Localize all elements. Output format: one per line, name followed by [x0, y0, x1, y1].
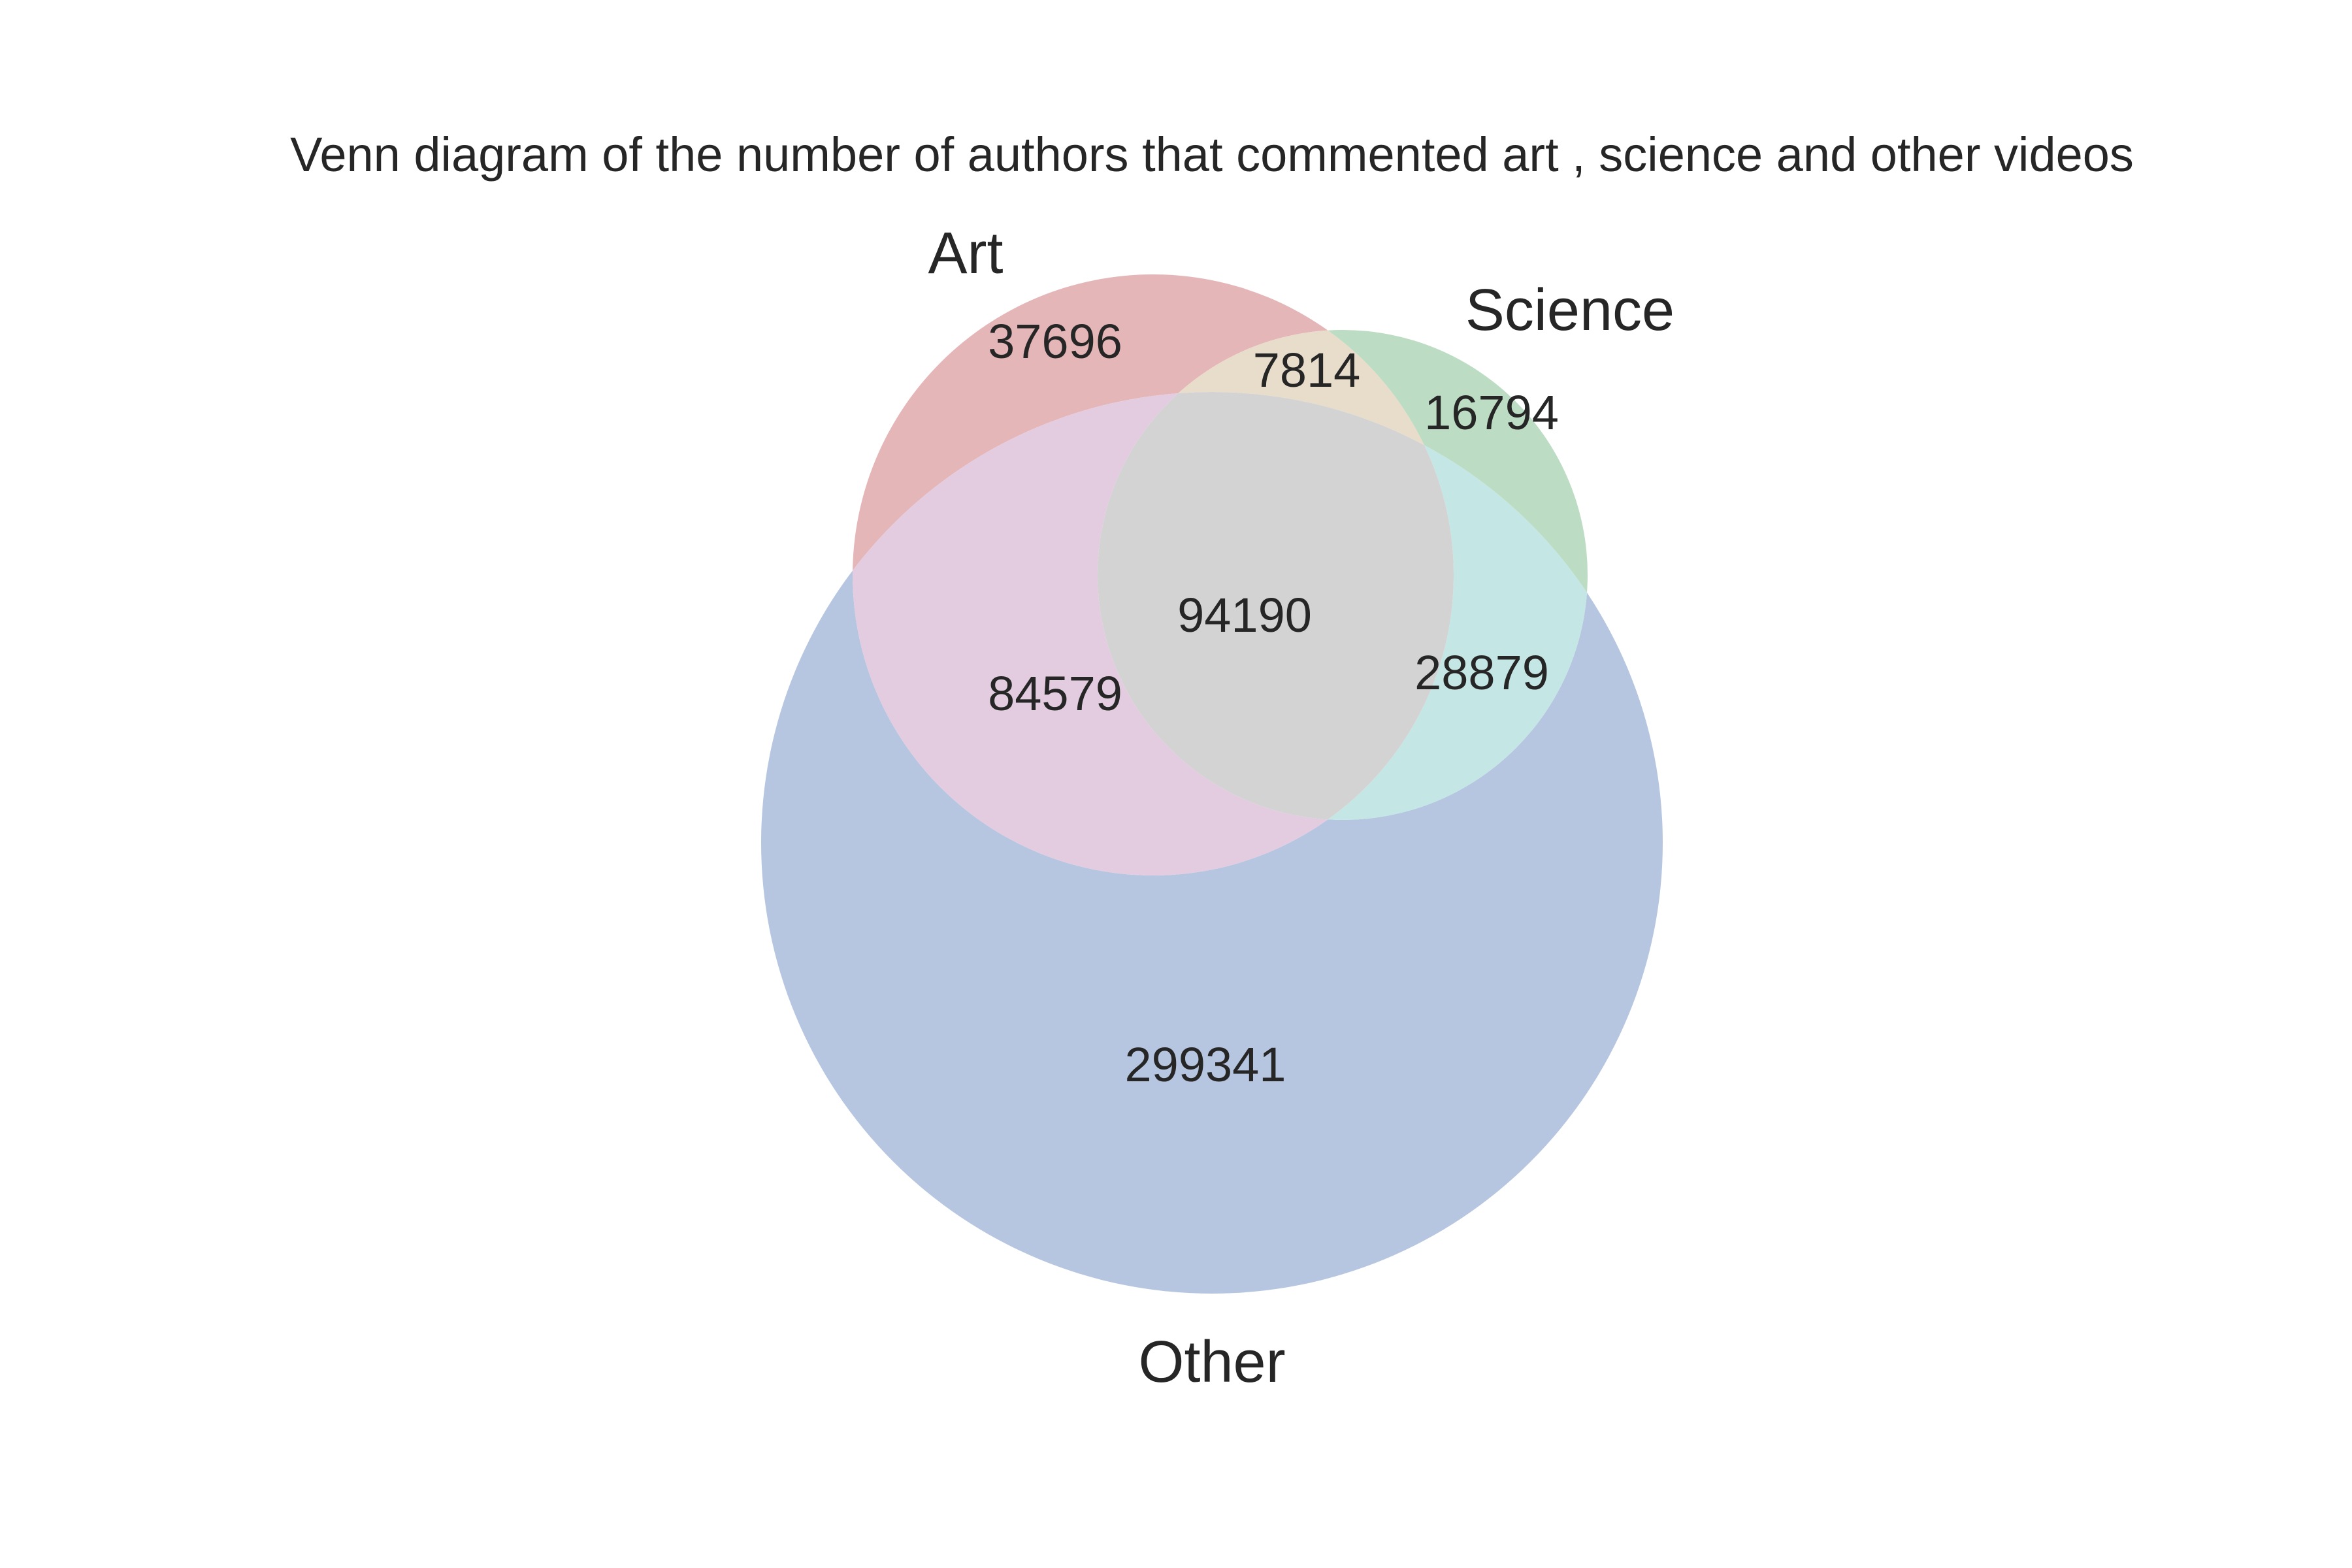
- count-science-only: 16794: [1424, 385, 1559, 440]
- set-label-art: Art: [928, 221, 1003, 286]
- count-art-only: 37696: [988, 314, 1122, 368]
- count-all-three: 94190: [1177, 588, 1312, 642]
- set-label-science: Science: [1465, 278, 1674, 343]
- count-science-other: 28879: [1414, 645, 1549, 700]
- set-label-other: Other: [1138, 1330, 1285, 1395]
- venn-regions: [761, 274, 1663, 1294]
- count-other-only: 299341: [1125, 1037, 1286, 1092]
- region-all-three: [1098, 392, 1454, 820]
- diagram-title: Venn diagram of the number of authors th…: [290, 127, 2134, 182]
- count-art-other: 84579: [988, 666, 1122, 721]
- count-art-science: 7814: [1253, 343, 1361, 397]
